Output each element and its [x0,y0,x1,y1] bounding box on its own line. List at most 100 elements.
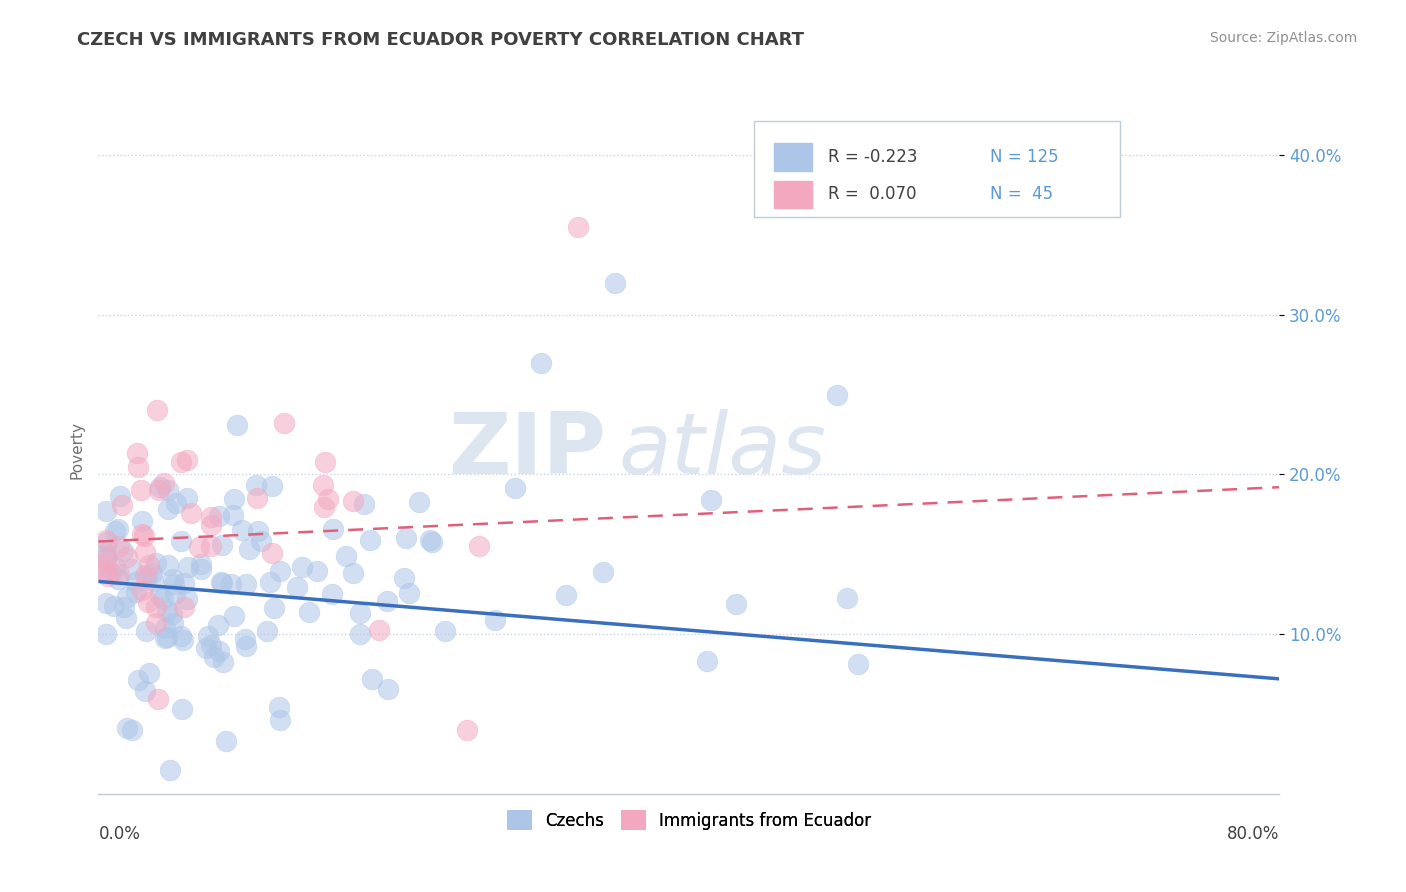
Point [125,446,148,460]
Point [117,590,139,604]
Point [176,559,198,574]
Point [138,666,160,681]
Point [208,509,231,524]
Point [398,586,420,600]
Point [200,518,222,533]
Point [173,600,195,615]
Bar [773,143,811,170]
Point [108,539,131,553]
Point [222,492,245,507]
Point [212,655,235,669]
Point [420,535,443,549]
Point [359,533,381,548]
Point [112,544,135,558]
Point [256,624,278,639]
Text: 0.0%: 0.0% [98,825,141,843]
Text: 80.0%: 80.0% [1227,825,1279,843]
Point [605,276,627,290]
Point [342,566,364,580]
Point [197,629,219,643]
Point [176,591,198,606]
Point [187,540,209,554]
Point [125,584,148,599]
Point [127,673,149,687]
Point [419,533,441,547]
Point [94,596,117,610]
Point [134,568,156,582]
Point [162,572,184,586]
Point [94,504,117,518]
Point [238,542,260,557]
Point [349,606,371,620]
Point [211,575,233,590]
Point [245,477,267,491]
Point [134,684,156,698]
Point [136,570,159,584]
Point [273,416,295,430]
Point [484,613,506,627]
Point [209,575,232,590]
Point [190,557,212,571]
Point [173,575,195,590]
Point [246,491,269,505]
Point [169,629,191,643]
Point [176,453,198,467]
Point [124,575,146,590]
Bar [773,180,811,208]
Point [94,551,117,566]
Point [202,649,225,664]
Point [111,499,134,513]
Point [107,522,129,536]
Point [160,607,183,621]
Point [360,672,382,686]
Point [285,580,308,594]
Point [530,356,553,370]
Point [165,496,187,510]
Point [152,592,174,607]
Point [318,491,340,506]
Point [145,615,167,630]
Point [114,611,136,625]
Point [142,574,165,588]
FancyBboxPatch shape [754,120,1121,217]
Point [349,627,371,641]
Point [165,587,187,601]
Point [235,639,257,653]
Point [408,495,430,509]
Point [835,591,858,606]
Point [233,632,256,646]
Point [163,577,186,591]
Point [134,545,156,559]
Point [394,571,416,585]
Point [321,587,343,601]
Point [176,491,198,506]
Point [503,481,526,495]
Point [375,593,398,607]
Text: N = 125: N = 125 [990,148,1059,166]
Point [156,604,179,618]
Point [468,540,491,554]
Point [172,632,194,647]
Point [153,631,176,645]
Point [108,566,131,581]
Point [219,577,242,591]
Text: atlas: atlas [619,409,827,492]
Point [94,626,117,640]
Point [190,562,212,576]
Point [235,577,257,591]
Point [103,599,125,613]
Point [696,654,718,668]
Point [314,455,336,469]
Point [567,219,589,234]
Point [156,630,179,644]
Point [94,533,117,548]
Point [207,618,229,632]
Point [200,638,222,652]
Point [724,597,747,611]
Point [200,510,222,524]
Point [592,565,614,579]
Point [146,403,169,417]
Point [148,483,170,497]
Point [135,624,157,639]
Text: Source: ZipAtlas.com: Source: ZipAtlas.com [1209,31,1357,45]
